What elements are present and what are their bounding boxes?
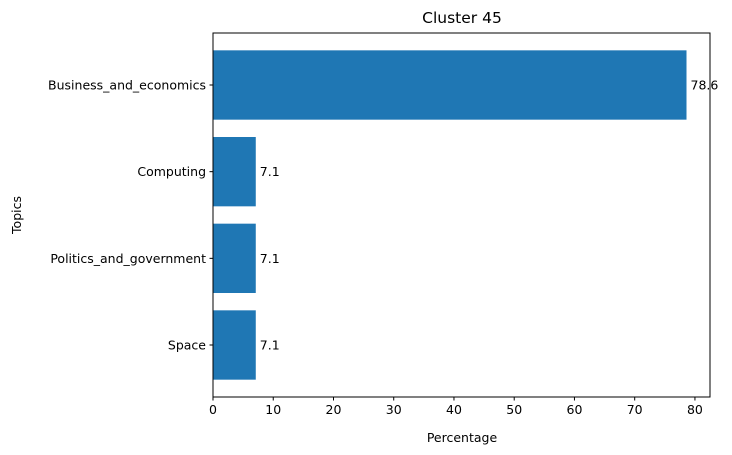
x-axis-ticks: 0 10 20 30 40 50 60 70 80	[209, 397, 703, 417]
bar-3	[213, 310, 256, 380]
data-label-1: 7.1	[260, 164, 280, 179]
x-axis-label: Percentage	[427, 430, 498, 445]
x-tick-label-8: 80	[687, 402, 703, 417]
y-axis-label: Topics	[9, 196, 24, 235]
x-tick-label-4: 40	[446, 402, 462, 417]
y-tick-label-3: Space	[168, 338, 206, 353]
bars-group	[213, 50, 687, 380]
y-tick-label-2: Politics_and_government	[50, 251, 206, 266]
y-tick-label-0: Business_and_economics	[48, 78, 206, 93]
bar-1	[213, 137, 256, 207]
y-axis-ticks: Business_and_economics Computing Politics_…	[48, 78, 213, 353]
x-tick-label-0: 0	[209, 402, 217, 417]
x-tick-label-7: 70	[627, 402, 643, 417]
plot-frame	[212, 32, 711, 398]
data-labels-group: 78.6 7.1 7.1 7.1	[260, 78, 719, 353]
x-tick-label-3: 30	[386, 402, 402, 417]
chart-title: Cluster 45	[422, 9, 502, 27]
data-label-0: 78.6	[691, 78, 719, 93]
x-tick-label-2: 20	[326, 402, 342, 417]
x-tick-label-6: 60	[567, 402, 583, 417]
bar-2	[213, 223, 256, 293]
x-tick-label-5: 50	[506, 402, 522, 417]
x-tick-label-1: 10	[265, 402, 281, 417]
bar-0	[213, 50, 687, 120]
data-label-2: 7.1	[260, 251, 280, 266]
y-tick-label-1: Computing	[137, 164, 206, 179]
data-label-3: 7.1	[260, 338, 280, 353]
